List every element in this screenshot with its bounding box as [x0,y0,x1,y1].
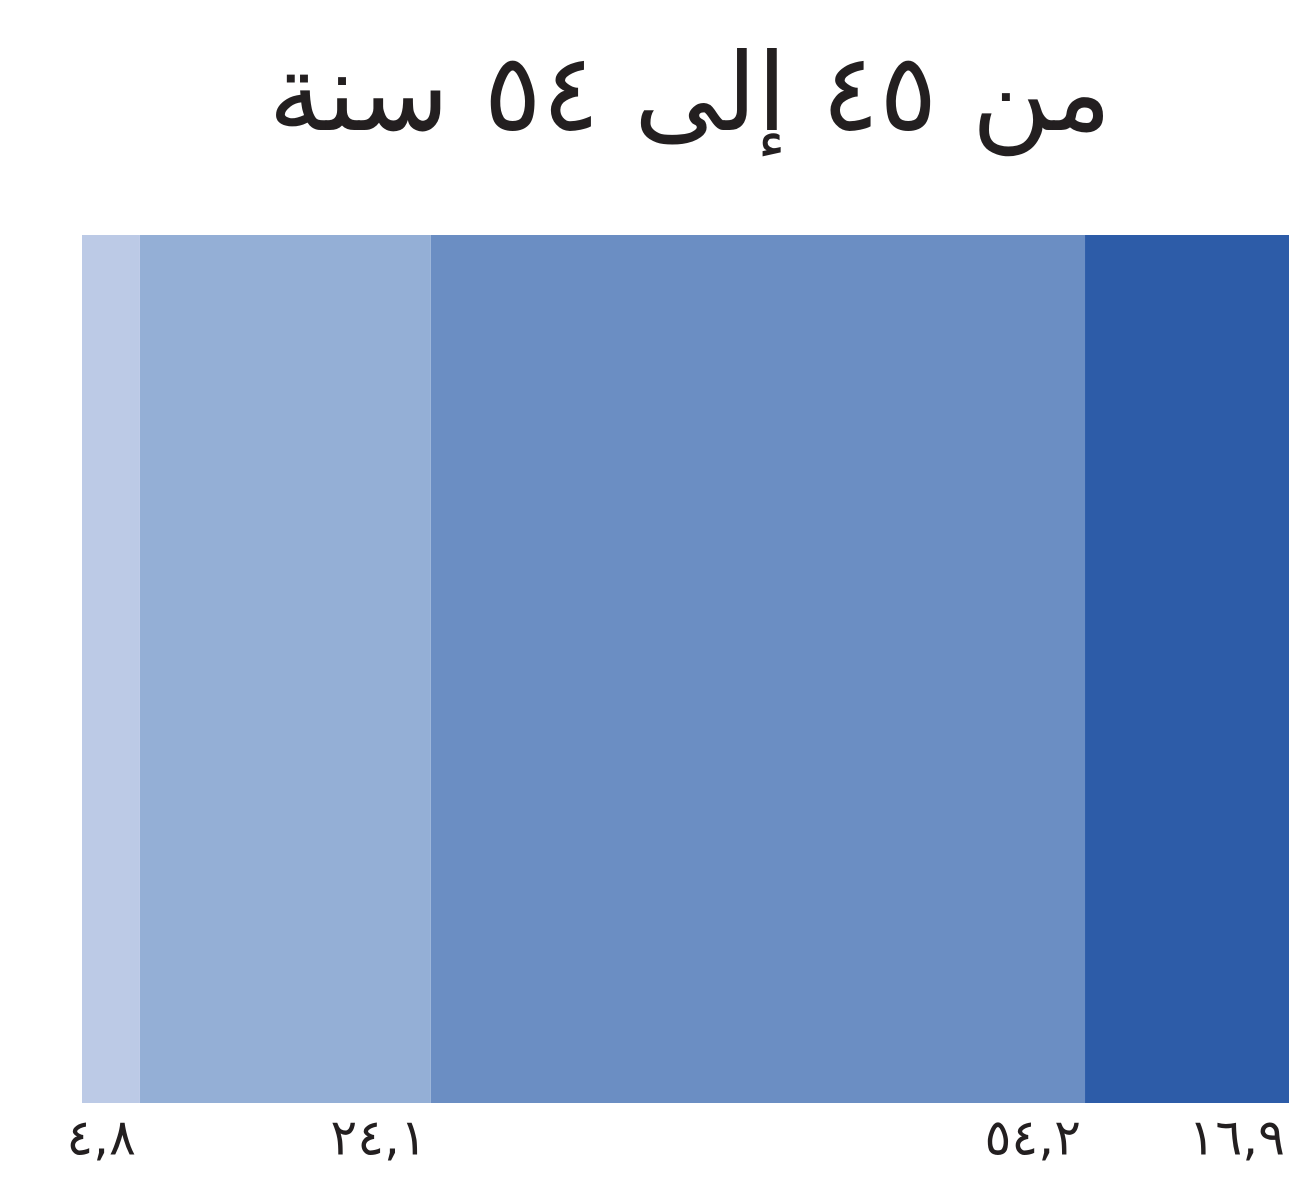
value-label: ٤,٨ [66,1109,136,1167]
bar-segment [82,235,140,1103]
chart-title: من ٤٥ إلى ٥٤ سنة [268,31,1111,157]
bar-segment [1085,235,1289,1103]
value-label: ٥٤,٢ [985,1109,1081,1167]
value-label: ١٦,٩ [1189,1109,1285,1167]
bar-segment [430,235,1086,1103]
bar-segment [139,235,431,1103]
value-label: ٢٤,١ [330,1109,426,1167]
